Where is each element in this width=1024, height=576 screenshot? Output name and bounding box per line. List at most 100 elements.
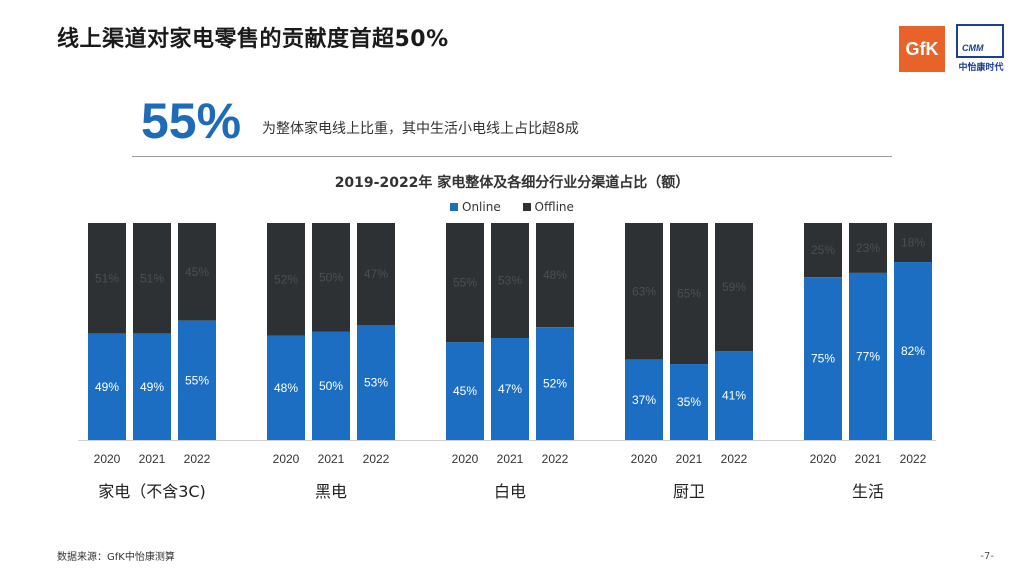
legend-label-offline: Offline xyxy=(534,200,574,214)
data-label-offline: 63% xyxy=(632,284,656,298)
group-label: 黑电 xyxy=(315,482,347,501)
bar-online xyxy=(670,364,708,440)
cmm-logo: CMM 中怡康时代 xyxy=(953,24,1009,74)
bar-online xyxy=(88,333,126,440)
cmm-logo-name: 中怡康时代 xyxy=(958,63,1004,73)
legend-label-online: Online xyxy=(462,200,501,214)
chart-title: 2019-2022年 家电整体及各细分行业分渠道占比（额） xyxy=(334,175,690,191)
bar-offline xyxy=(715,223,753,352)
bar-online xyxy=(536,327,574,440)
data-label-offline: 23% xyxy=(856,241,880,255)
data-label-online: 50% xyxy=(319,379,343,393)
legend-item-online: Online xyxy=(450,200,501,214)
x-tick-label: 2022 xyxy=(363,452,390,466)
bar-offline xyxy=(267,223,305,336)
bar-offline xyxy=(849,223,887,273)
data-label-online: 41% xyxy=(722,389,746,403)
x-tick-label: 2021 xyxy=(676,452,703,466)
x-tick-label: 2020 xyxy=(94,452,121,466)
bar-online xyxy=(625,359,663,440)
x-tick-label: 2020 xyxy=(810,452,837,466)
cmm-logo-frame: CMM xyxy=(956,24,1004,58)
data-label-online: 49% xyxy=(95,380,119,394)
data-label-offline: 18% xyxy=(901,236,925,250)
data-label-offline: 48% xyxy=(543,268,567,282)
data-label-offline: 53% xyxy=(498,274,522,288)
group-label: 家电（不含3C) xyxy=(98,482,206,501)
data-label-online: 53% xyxy=(364,375,388,389)
data-label-offline: 65% xyxy=(677,287,701,301)
kpi-divider xyxy=(132,156,892,157)
legend-swatch-online xyxy=(450,203,458,211)
data-label-offline: 25% xyxy=(811,243,835,257)
legend-swatch-offline xyxy=(522,203,531,211)
data-label-online: 49% xyxy=(140,380,164,394)
data-label-offline: 45% xyxy=(185,265,209,279)
bar-offline xyxy=(804,223,842,278)
bar-online xyxy=(133,333,171,440)
data-label-online: 52% xyxy=(543,377,567,391)
bar-offline xyxy=(670,223,708,365)
data-label-online: 47% xyxy=(498,382,522,396)
data-label-online: 35% xyxy=(677,395,701,409)
bar-offline xyxy=(312,223,350,332)
bar-online xyxy=(894,262,932,440)
data-label-online: 37% xyxy=(632,393,656,407)
page-title: 线上渠道对家电零售的贡献度首超50% xyxy=(57,27,449,52)
data-label-online: 45% xyxy=(453,384,477,398)
data-label-offline: 47% xyxy=(364,267,388,281)
data-label-offline: 55% xyxy=(453,276,477,290)
x-tick-label: 2022 xyxy=(542,452,569,466)
data-label-offline: 51% xyxy=(140,271,164,285)
data-label-online: 77% xyxy=(856,349,880,363)
bar-online xyxy=(312,331,350,440)
bar-online xyxy=(267,335,305,440)
bar-online xyxy=(178,320,216,440)
x-tick-label: 2020 xyxy=(631,452,658,466)
x-tick-label: 2022 xyxy=(184,452,211,466)
bar-online xyxy=(849,272,887,440)
bar-offline xyxy=(357,223,395,325)
bar-offline xyxy=(536,223,574,328)
bar-offline xyxy=(894,223,932,263)
x-tick-label: 2020 xyxy=(452,452,479,466)
gfk-logo: GfK xyxy=(899,26,945,72)
bar-online xyxy=(357,324,395,440)
x-tick-label: 2022 xyxy=(900,452,927,466)
cmm-logo-mark: CMM xyxy=(962,43,984,53)
x-tick-label: 2020 xyxy=(273,452,300,466)
data-label-offline: 59% xyxy=(722,280,746,294)
data-label-online: 48% xyxy=(274,381,298,395)
legend-item-offline: Offline xyxy=(522,200,574,214)
bar-offline xyxy=(133,223,171,334)
bar-offline xyxy=(446,223,484,343)
page-number: -7- xyxy=(980,551,994,562)
data-label-offline: 50% xyxy=(319,270,343,284)
data-label-online: 82% xyxy=(901,344,925,358)
x-tick-label: 2021 xyxy=(139,452,166,466)
bar-online xyxy=(491,338,529,440)
chart-legend: Online Offline xyxy=(450,200,592,214)
data-label-online: 75% xyxy=(811,352,835,366)
group-label: 厨卫 xyxy=(673,482,705,501)
bar-offline xyxy=(625,223,663,360)
group-label: 白电 xyxy=(494,482,526,501)
x-tick-label: 2021 xyxy=(318,452,345,466)
data-label-offline: 52% xyxy=(274,272,298,286)
data-label-offline: 51% xyxy=(95,271,119,285)
kpi-description: 为整体家电线上比重，其中生活小电线上占比超8成 xyxy=(262,121,579,137)
bar-offline xyxy=(88,223,126,334)
kpi-value: 55% xyxy=(141,93,242,149)
x-tick-label: 2022 xyxy=(721,452,748,466)
bar-online xyxy=(446,342,484,440)
data-source-note: 数据来源：GfK中怡康测算 xyxy=(57,552,175,563)
bar-offline xyxy=(178,223,216,321)
x-tick-label: 2021 xyxy=(497,452,524,466)
x-tick-label: 2021 xyxy=(855,452,882,466)
bar-offline xyxy=(491,223,529,339)
bar-online xyxy=(715,351,753,440)
data-label-online: 55% xyxy=(185,373,209,387)
group-label: 生活 xyxy=(852,482,884,501)
bar-online xyxy=(804,277,842,440)
